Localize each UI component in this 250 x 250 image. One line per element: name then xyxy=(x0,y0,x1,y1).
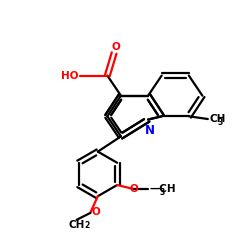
Text: 2: 2 xyxy=(84,221,89,230)
Text: —CH: —CH xyxy=(150,184,176,194)
Text: HO: HO xyxy=(60,70,78,81)
Text: 3: 3 xyxy=(217,118,222,127)
Text: O: O xyxy=(129,184,138,194)
Text: 3: 3 xyxy=(160,188,165,197)
Text: CH: CH xyxy=(68,220,85,230)
Text: N: N xyxy=(144,124,154,137)
Text: O: O xyxy=(92,207,100,217)
Text: O: O xyxy=(111,42,120,52)
Text: CH: CH xyxy=(209,114,226,124)
